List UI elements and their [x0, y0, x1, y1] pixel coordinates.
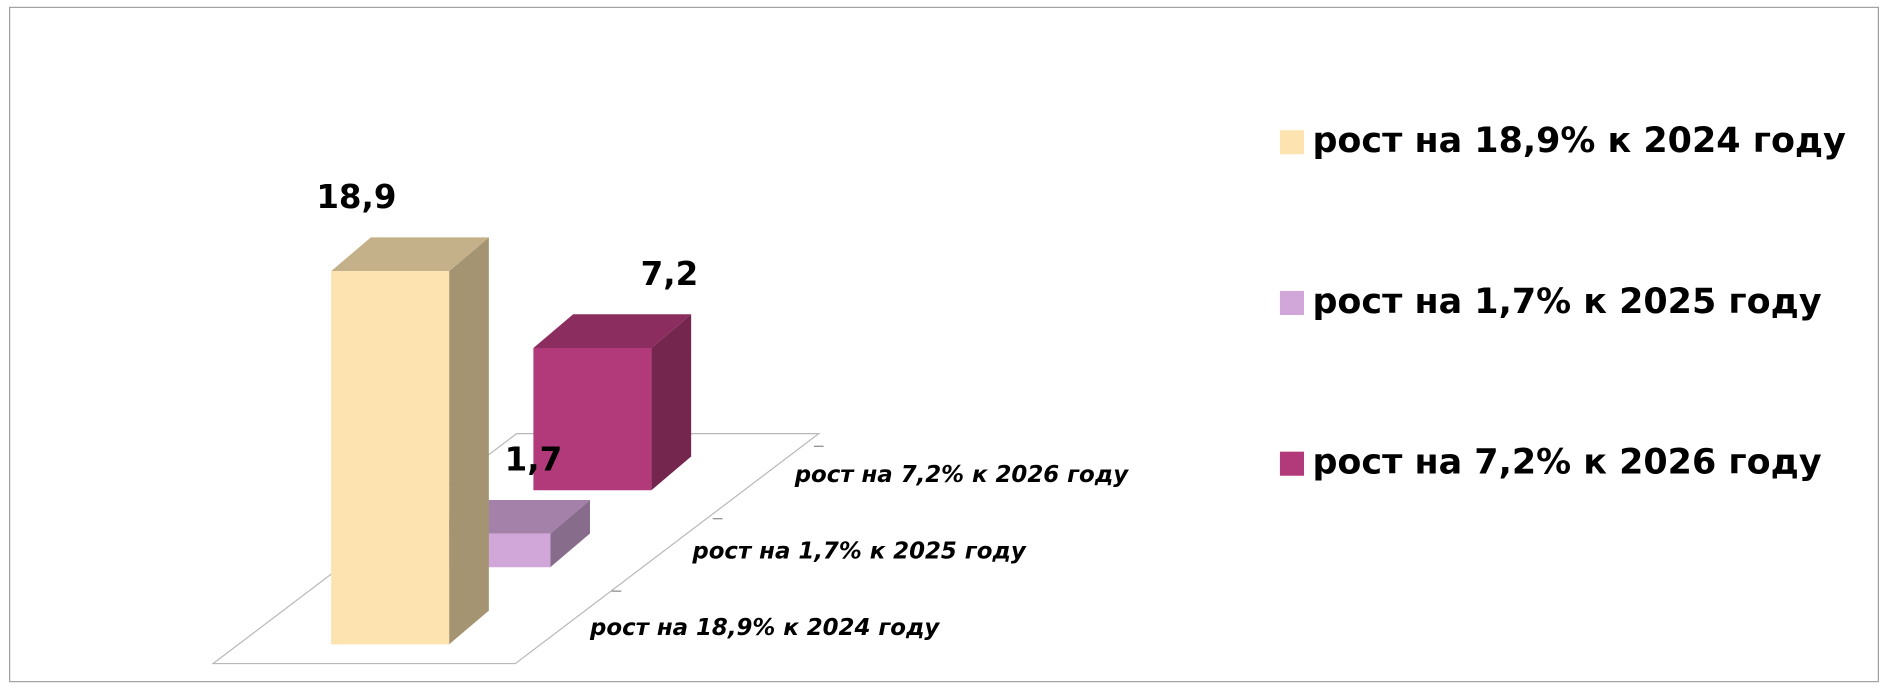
legend-label: рост на 7,2% к 2026 году: [1312, 443, 1821, 483]
bar-top: [331, 237, 489, 272]
category-label: рост на 18,9% к 2024 году: [589, 615, 940, 641]
legend-swatch: [1279, 451, 1305, 476]
bar-side: [651, 314, 692, 491]
bar-side: [550, 499, 590, 568]
category-label: рост на 1,7% к 2025 году: [691, 539, 1027, 565]
value-label: 7,2: [641, 255, 699, 293]
legend-swatch: [1279, 290, 1305, 315]
legend-label: рост на 1,7% к 2025 году: [1312, 282, 1821, 322]
bar-front: [331, 271, 450, 645]
bar-side: [449, 237, 489, 645]
value-label: 1,7: [505, 440, 563, 478]
bar-front: [533, 348, 652, 491]
legend-swatch: [1279, 130, 1305, 155]
category-label: рост на 7,2% к 2026 году: [794, 462, 1130, 488]
bar: [331, 237, 489, 645]
legend-label: рост на 18,9% к 2024 году: [1312, 121, 1846, 161]
bar-top: [533, 314, 692, 349]
value-label: 18,9: [316, 178, 396, 216]
bar: [533, 314, 692, 491]
chart-border: [9, 6, 1879, 683]
